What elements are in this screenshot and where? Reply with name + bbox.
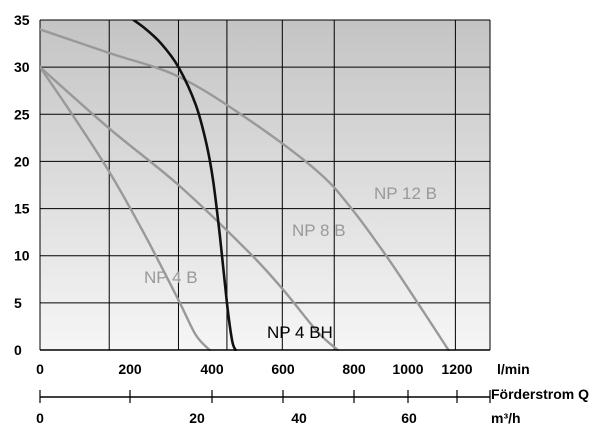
x-tick-label-lmin: 0 <box>36 361 44 377</box>
x-tick-label-m3h: 40 <box>291 410 307 426</box>
curve-label-np-4-b: NP 4 B <box>144 268 198 287</box>
x-axis-title: Förderstrom Q <box>491 386 589 402</box>
x-tick-label-lmin: 1200 <box>441 361 472 377</box>
x-tick-label-lmin: 1000 <box>392 361 423 377</box>
y-tick-label: 20 <box>14 153 30 169</box>
x-axis-m3h: 0 20 40 60 Förderstrom Q m³/h <box>36 386 589 426</box>
curve-np-12-b <box>40 28 450 351</box>
plot-area <box>40 20 490 350</box>
pump-curves <box>40 20 450 351</box>
curve-np-4-b <box>40 65 211 351</box>
y-tick-label: 0 <box>14 342 22 358</box>
x-unit-m3h: m³/h <box>491 410 521 426</box>
y-tick-label: 5 <box>14 295 22 311</box>
x-unit-lmin: l/min <box>497 361 530 377</box>
curve-label-np-4-bh: NP 4 BH <box>267 323 333 342</box>
curve-labels: NP 4 B NP 8 B NP 12 B NP 4 BH <box>144 184 437 342</box>
x-tick-label-lmin: 600 <box>271 361 295 377</box>
x-tick-label-lmin: 400 <box>200 361 224 377</box>
x-tick-label-m3h: 0 <box>36 410 44 426</box>
x-tick-label-m3h: 60 <box>401 410 417 426</box>
x-tick-label-m3h: 20 <box>189 410 205 426</box>
y-tick-label: 15 <box>14 201 30 217</box>
x-axis-lmin: 0 200 400 600 800 1000 1200 l/min <box>36 349 530 377</box>
curve-np-4-bh <box>131 20 237 351</box>
curve-np-8-b <box>40 65 339 351</box>
curve-label-np-12-b: NP 12 B <box>374 184 437 203</box>
y-axis-ticks: 0 5 10 15 20 25 30 35 <box>14 12 30 358</box>
curve-label-np-8-b: NP 8 B <box>292 221 346 240</box>
y-tick-label: 25 <box>14 106 30 122</box>
y-tick-label: 30 <box>14 59 30 75</box>
x-tick-label-lmin: 200 <box>118 361 142 377</box>
x-tick-label-lmin: 800 <box>342 361 366 377</box>
y-tick-label: 35 <box>14 12 30 28</box>
y-tick-label: 10 <box>14 248 30 264</box>
